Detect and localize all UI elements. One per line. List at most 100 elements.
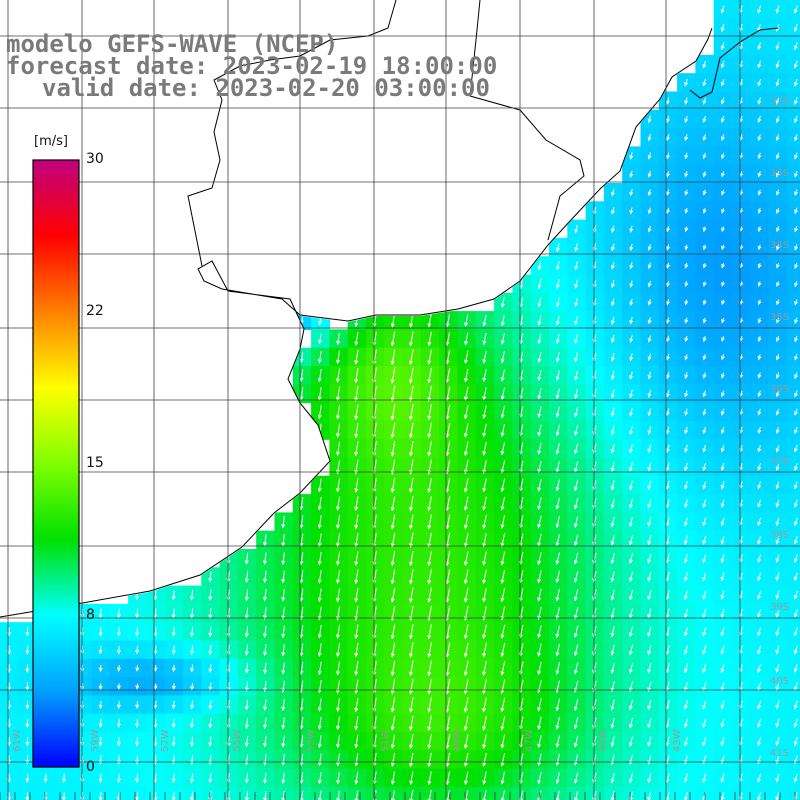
wind-arrow <box>555 698 560 712</box>
wind-arrow <box>775 554 780 563</box>
wind-arrow <box>171 773 176 784</box>
wind-arrow <box>629 371 634 380</box>
wind-arrow <box>720 554 725 564</box>
coast-north-segment <box>689 27 779 99</box>
wind-arrow <box>390 422 396 439</box>
wind-arrow <box>409 697 414 713</box>
wind-arrow <box>720 426 725 435</box>
wind-arrow <box>702 335 707 343</box>
wind-arrow <box>281 735 286 748</box>
wind-arrow <box>482 350 487 364</box>
wind-arrow <box>610 589 615 601</box>
wind-arrow <box>281 772 286 785</box>
wind-arrow <box>427 697 432 713</box>
wind-arrow <box>647 170 652 178</box>
wind-arrow <box>263 772 268 784</box>
wind-arrow <box>757 445 762 453</box>
wind-arrow <box>354 734 359 749</box>
wind-arrow <box>427 752 432 768</box>
wind-arrow <box>684 481 688 490</box>
wind-speed-cell <box>786 164 800 184</box>
wind-arrow <box>427 404 432 421</box>
wind-arrow <box>684 773 688 784</box>
wind-arrow <box>720 590 725 600</box>
lon-label: 55W <box>232 729 243 752</box>
wind-speed-cell <box>786 512 800 532</box>
wind-arrow <box>427 734 432 750</box>
wind-arrow <box>702 171 707 178</box>
wind-arrow <box>721 152 725 160</box>
wind-arrow <box>702 718 707 729</box>
wind-arrow <box>500 478 506 493</box>
wind-arrow <box>775 408 780 416</box>
wind-speed-cell <box>786 677 800 696</box>
lat-label: 38S <box>770 530 790 541</box>
land-area <box>0 0 708 618</box>
wind-arrow <box>775 444 780 453</box>
wind-speed-cell <box>786 73 800 93</box>
wind-arrow <box>62 791 66 800</box>
wind-speed-cell <box>786 732 800 751</box>
wind-arrow <box>555 772 560 785</box>
wind-arrow <box>573 698 579 712</box>
wind-arrow <box>98 627 103 637</box>
wind-arrow <box>482 734 487 750</box>
wind-arrow <box>190 682 195 691</box>
wind-arrow <box>702 244 707 251</box>
wind-arrow <box>537 588 542 602</box>
wind-arrow <box>555 643 560 657</box>
wind-arrow <box>317 551 322 566</box>
wind-arrow <box>683 645 688 656</box>
wind-arrow <box>629 207 634 215</box>
wind-arrow <box>702 426 707 435</box>
wind-arrow <box>757 42 762 51</box>
wind-arrow <box>793 5 798 14</box>
wind-arrow <box>775 78 780 87</box>
wind-arrow <box>647 699 652 711</box>
wind-arrow <box>555 442 560 455</box>
wind-arrow <box>98 736 103 747</box>
wind-arrow <box>537 497 542 511</box>
wind-arrow <box>500 661 506 676</box>
wind-arrow <box>775 773 780 783</box>
wind-arrow <box>482 533 487 548</box>
wind-arrow <box>757 171 762 178</box>
wind-speed-cell <box>786 183 800 202</box>
wind-arrow <box>336 661 341 676</box>
wind-arrow <box>464 423 469 438</box>
title-forecast-date: forecast date: 2023-02-19 18:00:00 <box>6 52 498 80</box>
wind-arrow <box>684 226 689 233</box>
wind-arrow <box>135 627 140 637</box>
wind-arrow <box>98 718 103 729</box>
wind-arrow <box>776 299 780 306</box>
wind-arrow <box>555 479 560 492</box>
wind-arrow <box>281 552 286 566</box>
wind-arrow <box>702 60 707 69</box>
wind-arrow <box>611 280 615 289</box>
wind-arrow <box>775 152 780 160</box>
wind-arrow <box>354 441 359 457</box>
wind-arrow <box>757 481 762 490</box>
wind-arrow <box>757 60 762 69</box>
wind-arrow <box>720 408 725 416</box>
wind-arrow <box>409 715 414 732</box>
wind-arrow <box>171 736 176 747</box>
wind-arrow <box>684 408 689 417</box>
wind-arrow <box>427 386 432 402</box>
wind-arrow <box>684 317 689 324</box>
wind-arrow <box>354 679 359 695</box>
wind-arrow <box>463 624 469 640</box>
wind-arrow <box>482 624 487 640</box>
wind-arrow <box>775 590 780 600</box>
wind-arrow <box>757 390 762 398</box>
wind-arrow <box>116 773 121 784</box>
wind-arrow <box>317 478 322 493</box>
wind-arrow <box>500 460 506 474</box>
colorbar-tick-30: 30 <box>86 151 104 167</box>
wind-arrow <box>573 589 579 602</box>
wind-arrow <box>555 661 560 675</box>
wind-arrow <box>794 262 798 269</box>
wind-arrow <box>500 624 506 640</box>
colorbar-tick-22: 22 <box>86 303 104 319</box>
wind-arrow <box>390 771 395 786</box>
